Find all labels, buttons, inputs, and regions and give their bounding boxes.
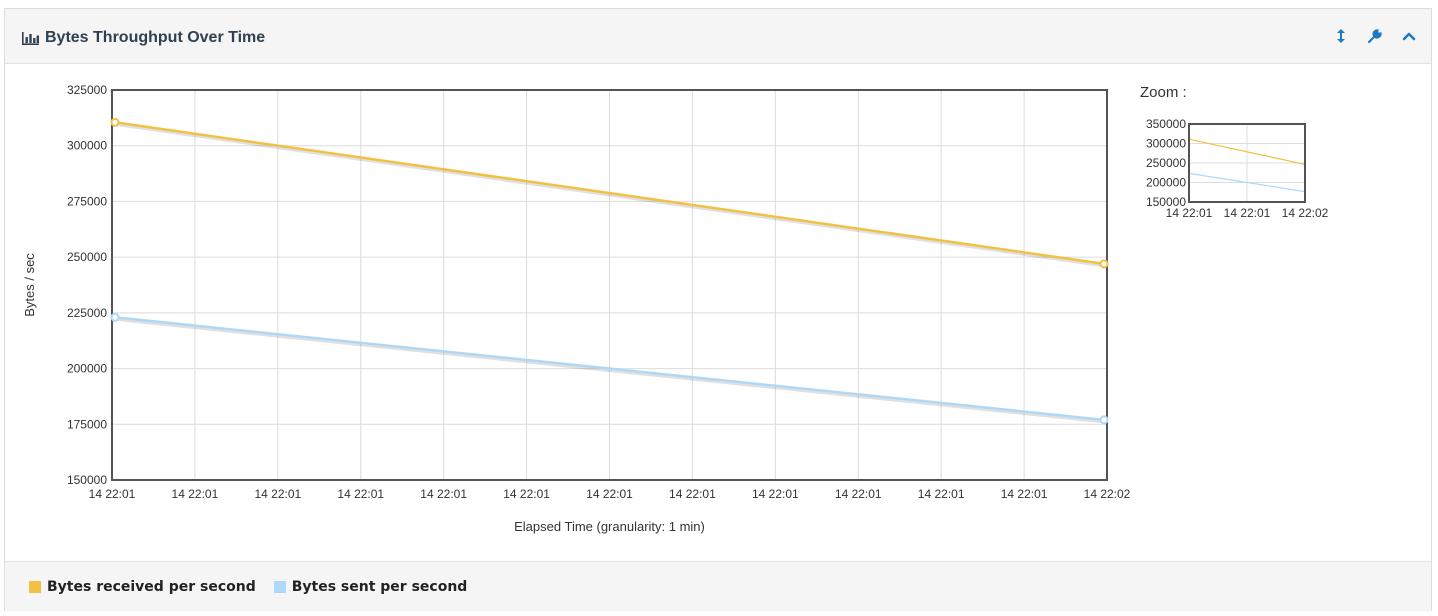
zoom-x-tick-label: 14 22:01: [1166, 206, 1213, 220]
header-tools: [1333, 27, 1417, 45]
y-tick-label: 175000: [67, 417, 107, 431]
top-strip: [0, 0, 1438, 8]
main-chart[interactable]: 150000 175000 200000 225000 250000 275000 3000…: [5, 64, 1433, 561]
panel-title-text: Bytes Throughput Over Time: [45, 29, 266, 46]
x-tick-label: 14 22:01: [503, 487, 550, 501]
zoom-x-tick-label: 14 22:02: [1282, 206, 1329, 220]
y-tick-label: 325000: [67, 83, 107, 97]
y-tick-label: 275000: [67, 194, 107, 208]
zoom-y-tick-label: 300000: [1146, 137, 1186, 151]
zoom-x-tick-label: 14 22:01: [1224, 206, 1271, 220]
y-tick-label: 300000: [67, 139, 107, 153]
y-tick-label: 200000: [67, 362, 107, 376]
zoom-y-tick-label: 350000: [1146, 117, 1186, 131]
data-point: [110, 312, 120, 322]
series-line: [114, 316, 1105, 422]
legend-swatch-received: [29, 581, 41, 593]
series-line-shadow: [114, 317, 1105, 424]
expand-vertical-icon[interactable]: [1333, 27, 1349, 45]
zoom-series-line: [1189, 172, 1305, 193]
x-tick-label: 14 22:01: [420, 487, 467, 501]
y-tick-label: 225000: [67, 306, 107, 320]
zoom-y-tick-label: 200000: [1146, 176, 1186, 190]
legend-label-sent: Bytes sent per second: [291, 579, 468, 595]
panel-title: Bytes Throughput Over Time: [22, 29, 265, 47]
x-tick-label: 14 22:01: [89, 487, 136, 501]
data-point: [1099, 415, 1109, 425]
y-tick-label: 150000: [67, 473, 107, 487]
x-tick-label: 14 22:01: [337, 487, 384, 501]
legend-label-received: Bytes received per second: [47, 579, 256, 595]
bar-chart-icon: [22, 31, 39, 45]
wrench-icon[interactable]: [1367, 27, 1383, 45]
x-tick-label: 14 22:01: [586, 487, 633, 501]
x-tick-label: 14 22:01: [918, 487, 965, 501]
data-point: [1099, 259, 1109, 269]
zoom-label: Zoom :: [1140, 84, 1187, 101]
y-axis-title: Bytes / sec: [22, 253, 37, 317]
x-tick-label: 14 22:01: [835, 487, 882, 501]
x-tick-label: 14 22:01: [752, 487, 799, 501]
x-tick-label: 14 22:01: [1001, 487, 1048, 501]
x-axis-title: Elapsed Time (granularity: 1 min): [514, 519, 705, 534]
legend-item-sent[interactable]: Bytes sent per second: [273, 579, 468, 595]
zoom-series-line: [1189, 138, 1305, 165]
legend-swatch-sent: [273, 581, 286, 593]
zoom-y-tick-label: 250000: [1146, 156, 1186, 170]
zoom-y-tick-label: 150000: [1146, 195, 1186, 209]
throughput-panel: Bytes Throughput Over Time 150000 175000 2…: [4, 8, 1432, 611]
chart-area: 150000 175000 200000 225000 250000 275000 3000…: [5, 64, 1431, 561]
panel-header: Bytes Throughput Over Time: [5, 9, 1431, 64]
x-tick-label: 14 22:01: [669, 487, 716, 501]
data-point: [110, 117, 120, 127]
x-tick-label: 14 22:02: [1084, 487, 1131, 501]
zoom-frame: [1188, 123, 1306, 203]
legend: Bytes received per second Bytes sent per…: [29, 579, 467, 595]
legend-item-received[interactable]: Bytes received per second: [29, 579, 256, 595]
y-tick-label: 250000: [67, 250, 107, 264]
panel-footer: Bytes received per second Bytes sent per…: [5, 561, 1431, 611]
series-line-shadow: [114, 122, 1105, 268]
x-tick-label: 14 22:01: [172, 487, 219, 501]
chevron-up-icon[interactable]: [1401, 27, 1417, 45]
series-line: [114, 121, 1105, 266]
x-tick-label: 14 22:01: [254, 487, 301, 501]
plot-frame: [111, 89, 1108, 481]
